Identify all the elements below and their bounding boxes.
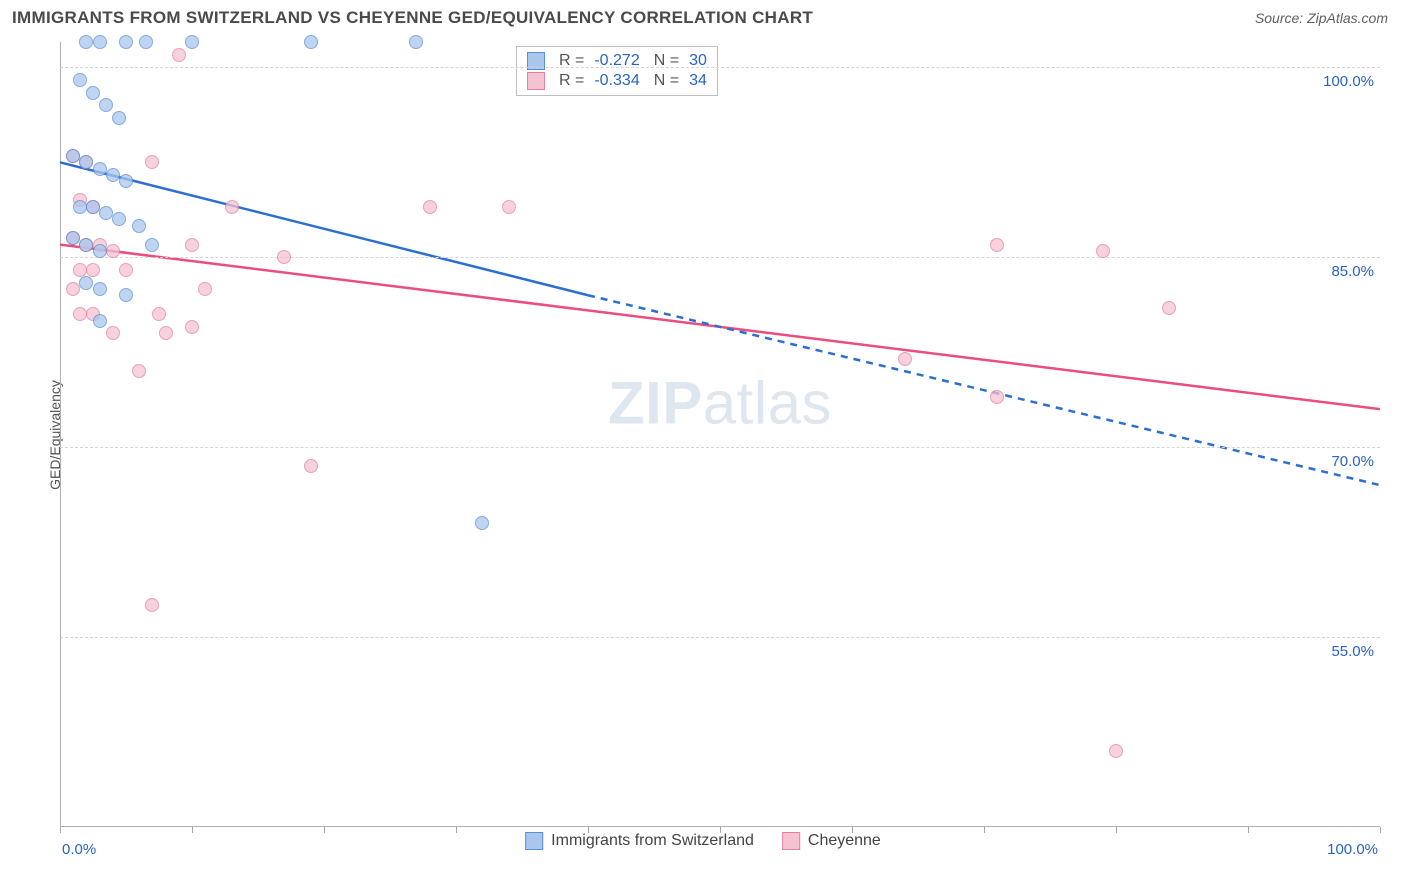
scatter-point-pink bbox=[185, 320, 199, 334]
y-tick-label: 70.0% bbox=[1331, 453, 1374, 470]
scatter-point-pink bbox=[1162, 301, 1176, 315]
scatter-point-blue bbox=[185, 35, 199, 49]
grid-line bbox=[60, 257, 1380, 258]
legend-item-blue: Immigrants from Switzerland bbox=[525, 832, 754, 850]
series-legend: Immigrants from Switzerland Cheyenne bbox=[525, 832, 881, 850]
legend-item-pink: Cheyenne bbox=[782, 832, 881, 850]
x-tick bbox=[192, 827, 193, 833]
scatter-point-pink bbox=[304, 459, 318, 473]
scatter-point-blue bbox=[93, 35, 107, 49]
scatter-point-blue bbox=[119, 35, 133, 49]
scatter-point-pink bbox=[185, 238, 199, 252]
scatter-point-blue bbox=[86, 200, 100, 214]
legend-label-blue: Immigrants from Switzerland bbox=[551, 832, 754, 850]
scatter-point-pink bbox=[1096, 244, 1110, 258]
scatter-point-blue bbox=[139, 35, 153, 49]
grid-line bbox=[60, 447, 1380, 448]
x-max-label: 100.0% bbox=[1327, 841, 1378, 858]
scatter-point-blue bbox=[86, 86, 100, 100]
scatter-point-pink bbox=[73, 263, 87, 277]
scatter-point-blue bbox=[132, 219, 146, 233]
plot-area: ZIPatlas R = -0.272 N = 30 R = -0.334 N … bbox=[60, 42, 1380, 827]
swatch-blue bbox=[525, 832, 543, 850]
stats-legend: R = -0.272 N = 30 R = -0.334 N = 34 bbox=[516, 46, 718, 96]
scatter-point-pink bbox=[198, 282, 212, 296]
x-tick bbox=[1248, 827, 1249, 833]
scatter-point-blue bbox=[93, 282, 107, 296]
scatter-point-pink bbox=[73, 307, 87, 321]
n-label: N = bbox=[654, 72, 679, 90]
scatter-point-pink bbox=[86, 263, 100, 277]
swatch-pink bbox=[782, 832, 800, 850]
scatter-point-pink bbox=[66, 282, 80, 296]
scatter-point-pink bbox=[172, 48, 186, 62]
scatter-point-blue bbox=[93, 162, 107, 176]
x-tick bbox=[984, 827, 985, 833]
scatter-point-blue bbox=[93, 314, 107, 328]
scatter-point-blue bbox=[79, 238, 93, 252]
scatter-point-blue bbox=[145, 238, 159, 252]
stats-row-pink: R = -0.334 N = 34 bbox=[527, 71, 707, 91]
x-tick bbox=[1380, 827, 1381, 833]
scatter-point-pink bbox=[106, 326, 120, 340]
scatter-point-pink bbox=[990, 238, 1004, 252]
x-min-label: 0.0% bbox=[62, 841, 96, 858]
scatter-point-blue bbox=[304, 35, 318, 49]
y-tick-label: 55.0% bbox=[1331, 643, 1374, 660]
r-value-pink: -0.334 bbox=[594, 72, 639, 90]
x-tick bbox=[60, 827, 61, 833]
x-tick bbox=[1116, 827, 1117, 833]
x-tick bbox=[324, 827, 325, 833]
scatter-point-pink bbox=[106, 244, 120, 258]
x-tick bbox=[456, 827, 457, 833]
scatter-point-blue bbox=[99, 206, 113, 220]
scatter-point-blue bbox=[93, 244, 107, 258]
scatter-point-blue bbox=[79, 276, 93, 290]
scatter-point-blue bbox=[73, 73, 87, 87]
scatter-point-blue bbox=[73, 200, 87, 214]
scatter-point-pink bbox=[1109, 744, 1123, 758]
scatter-point-pink bbox=[502, 200, 516, 214]
n-value-pink: 34 bbox=[689, 72, 707, 90]
scatter-point-pink bbox=[898, 352, 912, 366]
swatch-pink bbox=[527, 72, 545, 90]
scatter-point-blue bbox=[106, 168, 120, 182]
chart: GED/Equivalency ZIPatlas R = -0.272 N = … bbox=[40, 42, 1390, 827]
scatter-point-pink bbox=[159, 326, 173, 340]
scatter-point-pink bbox=[990, 390, 1004, 404]
grid-line bbox=[60, 67, 1380, 68]
chart-svg bbox=[60, 42, 1380, 827]
grid-line bbox=[60, 637, 1380, 638]
scatter-point-pink bbox=[423, 200, 437, 214]
y-tick-label: 85.0% bbox=[1331, 263, 1374, 280]
scatter-point-pink bbox=[225, 200, 239, 214]
y-tick-label: 100.0% bbox=[1323, 73, 1374, 90]
source-credit: Source: ZipAtlas.com bbox=[1255, 10, 1388, 26]
scatter-point-pink bbox=[119, 263, 133, 277]
page-title: IMMIGRANTS FROM SWITZERLAND VS CHEYENNE … bbox=[12, 8, 813, 28]
r-label: R = bbox=[559, 72, 584, 90]
legend-label-pink: Cheyenne bbox=[808, 832, 881, 850]
